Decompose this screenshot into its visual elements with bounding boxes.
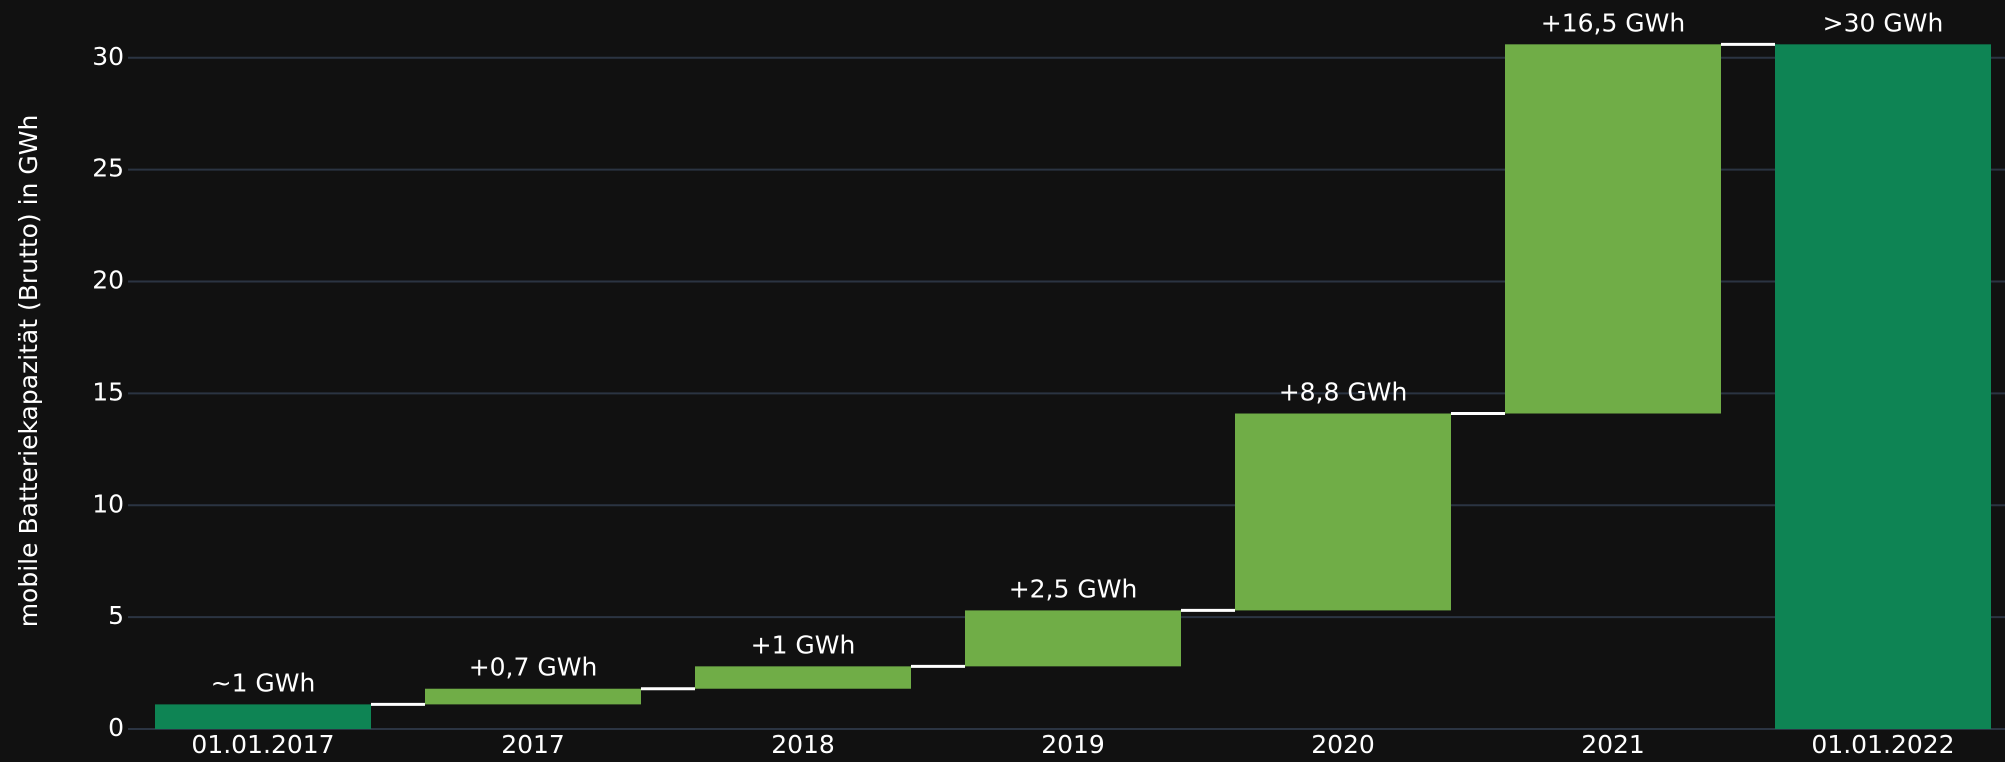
x-tick-label: 2018: [771, 730, 835, 759]
y-tick-label: 5: [108, 601, 124, 630]
y-tick-label: 0: [108, 713, 124, 742]
value-label: +8,8 GWh: [1279, 378, 1408, 407]
y-tick-label: 15: [92, 377, 124, 406]
x-tick-label: 01.01.2017: [191, 730, 334, 759]
value-label: +1 GWh: [751, 630, 856, 659]
value-label: +0,7 GWh: [469, 653, 598, 682]
bar: [425, 688, 641, 705]
value-label: ~1 GWh: [211, 668, 316, 697]
bar: [965, 610, 1181, 667]
x-tick-label: 01.01.2022: [1811, 730, 1954, 759]
y-axis-title: mobile Batteriekapazität (Brutto) in GWh: [14, 115, 43, 628]
y-tick-label: 30: [92, 42, 124, 71]
bar: [1775, 44, 1991, 729]
value-label: +2,5 GWh: [1009, 574, 1138, 603]
bar: [155, 704, 371, 729]
value-label: +16,5 GWh: [1541, 8, 1686, 37]
bar: [695, 666, 911, 689]
y-tick-label: 25: [92, 154, 124, 183]
y-tick-label: 20: [92, 266, 124, 295]
y-tick-label: 10: [92, 489, 124, 518]
value-label: >30 GWh: [1823, 8, 1944, 37]
bar: [1505, 44, 1721, 414]
bar: [1235, 413, 1451, 611]
x-tick-label: 2019: [1041, 730, 1105, 759]
x-tick-label: 2021: [1581, 730, 1645, 759]
x-tick-label: 2017: [501, 730, 565, 759]
x-tick-label: 2020: [1311, 730, 1375, 759]
